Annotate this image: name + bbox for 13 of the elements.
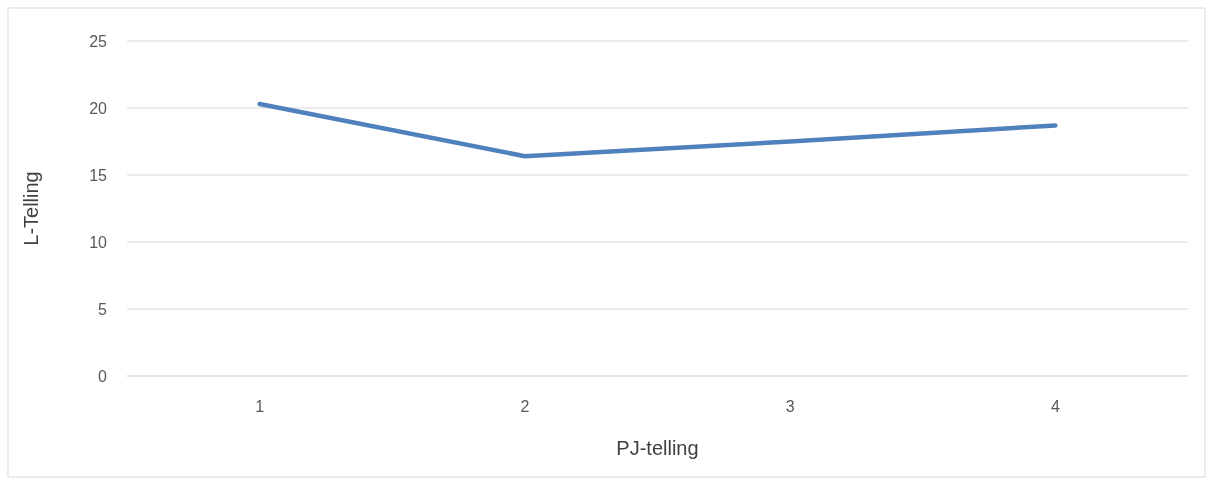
x-tick-label: 1 [255,398,265,415]
x-tick-label: 3 [785,398,795,415]
x-tick-label: 4 [1050,398,1060,415]
x-axis-title: PJ-telling [616,437,699,459]
y-axis-title: L-Telling [20,171,42,246]
y-tick-label: 5 [98,300,108,318]
y-tick-label: 20 [89,99,108,117]
y-tick-label: 10 [89,233,108,251]
y-tick-label: 0 [98,367,108,385]
line-series [257,101,1058,159]
y-tick-label: 25 [89,32,108,50]
y-tick-label: 15 [89,166,108,184]
x-tick-label: 2 [520,398,530,415]
